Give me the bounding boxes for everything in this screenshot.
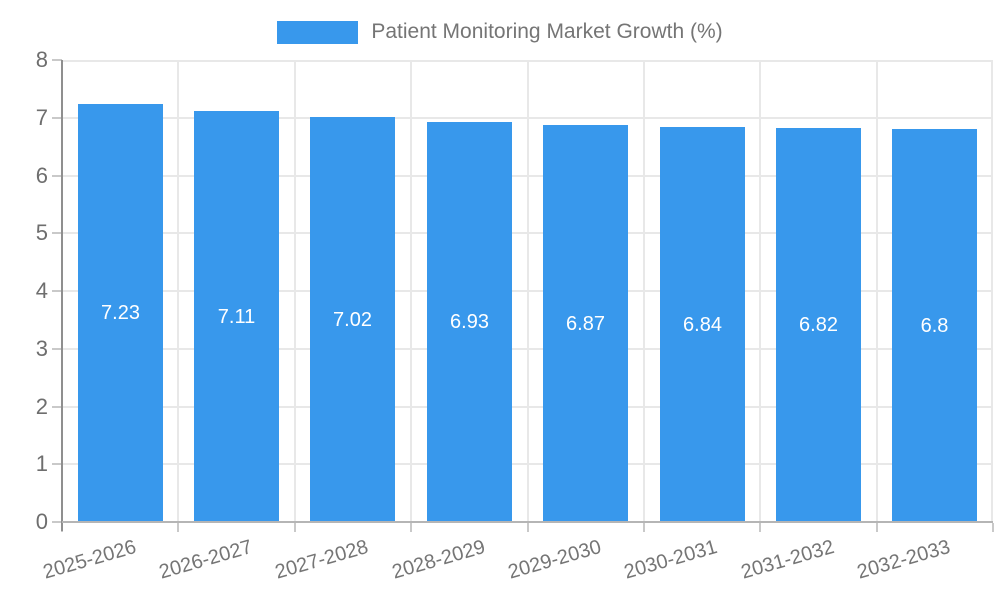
bar-2029-2030 bbox=[543, 125, 628, 522]
x-axis-tick bbox=[294, 523, 296, 532]
gridline-vertical bbox=[294, 60, 296, 522]
x-axis-tick bbox=[410, 523, 412, 532]
bar-value-label: 6.93 bbox=[450, 311, 489, 333]
x-axis-tick bbox=[177, 523, 179, 532]
bar-value-label: 7.11 bbox=[217, 305, 256, 328]
gridline-vertical bbox=[759, 60, 761, 522]
gridline-vertical bbox=[410, 60, 412, 522]
x-axis-category-label: 2026-2027 bbox=[156, 536, 255, 584]
x-axis-tick bbox=[643, 523, 645, 532]
bar-2032-2033 bbox=[892, 129, 977, 522]
y-axis-tick bbox=[52, 405, 62, 408]
gridline-vertical bbox=[991, 60, 993, 522]
y-axis-tick-label: 4 bbox=[35, 278, 48, 303]
bar-value-label: 7.02 bbox=[333, 308, 372, 331]
x-axis-category-label: 2025-2026 bbox=[40, 536, 139, 584]
x-axis-line bbox=[62, 521, 993, 523]
y-axis-tick bbox=[52, 290, 62, 292]
x-axis-category-label: 2032-2033 bbox=[854, 536, 953, 584]
y-axis-tick-label: 5 bbox=[35, 220, 48, 246]
y-axis-line bbox=[61, 60, 63, 531]
bar-value-label: 6.87 bbox=[566, 312, 605, 335]
bar-value-label: 7.23 bbox=[101, 302, 140, 324]
y-axis-tick-label: 6 bbox=[35, 162, 48, 188]
x-axis-tick bbox=[527, 523, 529, 532]
x-axis-tick bbox=[876, 523, 878, 532]
y-axis-tick-label: 1 bbox=[35, 451, 48, 477]
y-axis-tick-label: 7 bbox=[35, 104, 48, 130]
y-axis-tick-label: 0 bbox=[35, 509, 48, 534]
y-axis-tick-label: 2 bbox=[35, 393, 48, 419]
y-axis-tick bbox=[52, 521, 62, 523]
bar-value-label: 6.8 bbox=[920, 314, 949, 337]
y-axis-tick bbox=[52, 116, 62, 119]
x-axis-tick bbox=[759, 523, 761, 532]
bar-2026-2027 bbox=[194, 111, 279, 522]
x-axis-category-label: 2028-2029 bbox=[389, 536, 488, 584]
y-axis-tick bbox=[52, 463, 62, 466]
bar-2027-2028 bbox=[310, 117, 395, 522]
y-axis-tick bbox=[52, 174, 62, 177]
x-axis-category-label: 2031-2032 bbox=[738, 536, 837, 584]
x-axis-category-label: 2030-2031 bbox=[622, 536, 721, 584]
chart-legend: Patient Monitoring Market Growth (%) bbox=[0, 20, 1000, 44]
y-axis-tick bbox=[52, 347, 62, 350]
bar-value-label: 6.82 bbox=[799, 314, 838, 336]
y-axis-tick bbox=[52, 232, 62, 235]
legend-swatch bbox=[277, 20, 359, 44]
bar-value-label: 6.84 bbox=[683, 313, 722, 336]
bar-2031-2032 bbox=[776, 128, 861, 522]
y-axis-tick-label: 3 bbox=[35, 335, 48, 361]
y-axis-tick bbox=[52, 59, 62, 61]
x-axis-tick bbox=[992, 523, 994, 532]
gridline-vertical bbox=[177, 60, 179, 522]
x-axis-category-label: 2027-2028 bbox=[272, 536, 372, 584]
gridline-vertical bbox=[527, 60, 529, 522]
gridline-vertical bbox=[643, 60, 645, 522]
plot-area: 7.23 7.11 7.02 6.93 6.87 6.84 6.82 6.8 bbox=[62, 60, 993, 522]
bar-2028-2029 bbox=[427, 122, 512, 522]
chart-title: Patient Monitoring Market Growth (%) bbox=[371, 20, 723, 43]
x-axis-category-label: 2029-2030 bbox=[505, 536, 604, 584]
gridline-vertical bbox=[876, 60, 878, 522]
bar-2025-2026 bbox=[78, 104, 163, 522]
bar-2030-2031 bbox=[660, 127, 745, 522]
y-axis-tick-label: 8 bbox=[35, 47, 48, 72]
